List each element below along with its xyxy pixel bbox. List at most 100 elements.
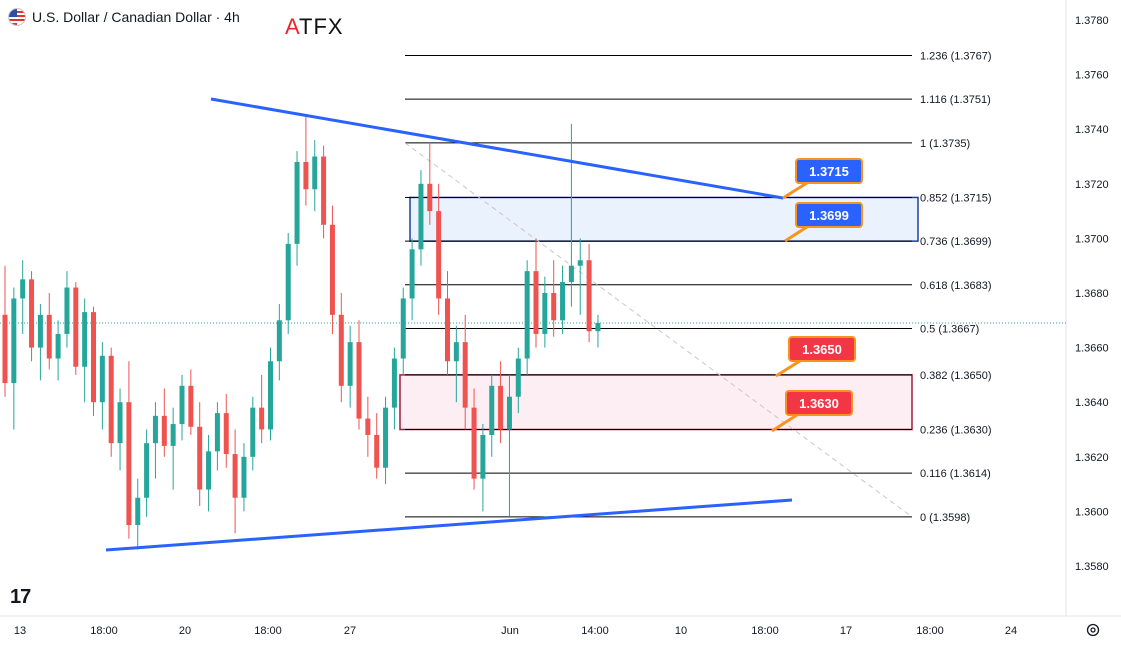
candle-body[interactable] <box>241 456 247 498</box>
candle-body[interactable] <box>551 293 557 321</box>
candle-body[interactable] <box>73 287 79 367</box>
upper-trendline[interactable] <box>210 97 784 200</box>
candle-body[interactable] <box>55 333 61 359</box>
price-callout-box[interactable] <box>795 158 863 184</box>
time-tick-label: 13 <box>14 625 26 637</box>
candle-body[interactable] <box>568 265 574 283</box>
candle-body[interactable] <box>462 342 468 408</box>
candle-body[interactable] <box>259 407 265 430</box>
candle-body[interactable] <box>64 287 70 334</box>
candle-body[interactable] <box>480 434 486 479</box>
candle-body[interactable] <box>391 358 397 408</box>
candle-body[interactable] <box>214 413 220 452</box>
price-tick-label: 1.3660 <box>1075 343 1109 355</box>
candle-body[interactable] <box>82 312 88 367</box>
candle-body[interactable] <box>586 260 592 332</box>
candle-body[interactable] <box>29 279 35 348</box>
candle-body[interactable] <box>161 415 167 446</box>
price-tick-label: 1.3720 <box>1075 179 1109 191</box>
candle-body[interactable] <box>453 342 459 362</box>
price-callouts[interactable]: 1.3715 1.3699 1.3650 1.3630 <box>771 158 863 433</box>
candlestick-series[interactable] <box>2 115 601 550</box>
lower-trendline[interactable] <box>105 498 793 552</box>
candle-body[interactable] <box>409 249 415 299</box>
candle-body[interactable] <box>365 418 371 435</box>
candle-body[interactable] <box>560 282 566 321</box>
time-tick-label: 18:00 <box>751 625 779 637</box>
candle-body[interactable] <box>170 424 176 446</box>
candle-body[interactable] <box>46 314 52 359</box>
price-tick-label: 1.3640 <box>1075 397 1109 409</box>
gear-icon[interactable] <box>1085 622 1101 638</box>
candle-body[interactable] <box>506 396 512 430</box>
candle-body[interactable] <box>445 298 450 362</box>
candle-body[interactable] <box>383 407 389 468</box>
candle-body[interactable] <box>250 407 256 457</box>
candle-body[interactable] <box>471 407 477 479</box>
candle-body[interactable] <box>285 243 291 321</box>
candle-body[interactable] <box>20 279 26 299</box>
candle-body[interactable] <box>489 385 495 435</box>
candle-body[interactable] <box>303 161 309 190</box>
candle-body[interactable] <box>595 323 601 332</box>
candle-body[interactable] <box>524 271 530 359</box>
candle-body[interactable] <box>206 451 212 490</box>
candle-body[interactable] <box>427 183 433 212</box>
candle-body[interactable] <box>542 293 548 334</box>
candle-body[interactable] <box>197 426 203 490</box>
candle-body[interactable] <box>498 385 504 430</box>
candle-body[interactable] <box>418 183 424 250</box>
price-tick-label: 1.3580 <box>1075 561 1109 573</box>
candle-body[interactable] <box>577 260 583 266</box>
candle-body[interactable] <box>294 161 300 244</box>
candle-body[interactable] <box>11 298 17 384</box>
tradingview-logo-icon[interactable]: 17 <box>10 586 31 608</box>
candle-body[interactable] <box>347 342 353 386</box>
candle-body[interactable] <box>312 156 318 190</box>
candle-body[interactable] <box>99 355 105 403</box>
price-axis[interactable]: 1.3780 1.3760 1.3740 1.3720 1.3700 1.3680 1.36… <box>1075 15 1109 573</box>
candle-body[interactable] <box>436 211 442 299</box>
candle-body[interactable] <box>276 320 282 362</box>
candle-body[interactable] <box>188 385 194 427</box>
price-tick-label: 1.3780 <box>1075 15 1109 27</box>
candle-body[interactable] <box>400 298 406 359</box>
candle-body[interactable] <box>126 402 132 526</box>
price-tick-label: 1.3700 <box>1075 233 1109 245</box>
candle-body[interactable] <box>2 314 8 384</box>
time-tick-label: 27 <box>344 625 356 637</box>
candle-body[interactable] <box>338 314 344 386</box>
price-tick-label: 1.3680 <box>1075 288 1109 300</box>
fib-level-label: 1.116 (1.3751) <box>920 94 991 106</box>
candle-body[interactable] <box>179 385 185 425</box>
candle-body[interactable] <box>515 358 521 397</box>
candle-body[interactable] <box>108 355 114 444</box>
candle-body[interactable] <box>374 434 380 468</box>
candle-body[interactable] <box>135 497 141 526</box>
candle-body[interactable] <box>223 413 229 455</box>
candle-body[interactable] <box>533 271 539 334</box>
time-tick-label: 14:00 <box>581 625 609 637</box>
price-tick-label: 1.3600 <box>1075 506 1109 518</box>
price-callout-box[interactable] <box>785 390 853 416</box>
time-axis[interactable]: 13 18:00 20 18:00 27 Jun 14:00 10 18:00 17 18:00 24 <box>14 625 1017 637</box>
time-tick-label: 18:00 <box>90 625 118 637</box>
candle-body[interactable] <box>91 312 96 403</box>
symbol-header[interactable]: U.S. Dollar / Canadian Dollar · 4h <box>8 8 240 26</box>
price-callout-box[interactable] <box>788 336 856 362</box>
candle-body[interactable] <box>152 415 158 444</box>
fib-level-label: 0.736 (1.3699) <box>920 236 992 248</box>
candle-body[interactable] <box>321 156 327 225</box>
candle-body[interactable] <box>329 224 335 315</box>
price-tick-label: 1.3740 <box>1075 124 1109 136</box>
price-callout-box[interactable] <box>795 202 863 228</box>
candle-body[interactable] <box>37 314 43 348</box>
candle-body[interactable] <box>117 402 123 444</box>
candle-body[interactable] <box>268 361 273 430</box>
candle-body[interactable] <box>144 443 150 498</box>
candle-body[interactable] <box>232 454 238 498</box>
fib-level-label: 0.852 (1.3715) <box>920 192 992 204</box>
fibonacci-retracement[interactable]: 1.236 (1.3767) 1.116 (1.3751) 1 (1.3735) 0.… <box>405 50 992 524</box>
candle-body[interactable] <box>356 342 362 419</box>
